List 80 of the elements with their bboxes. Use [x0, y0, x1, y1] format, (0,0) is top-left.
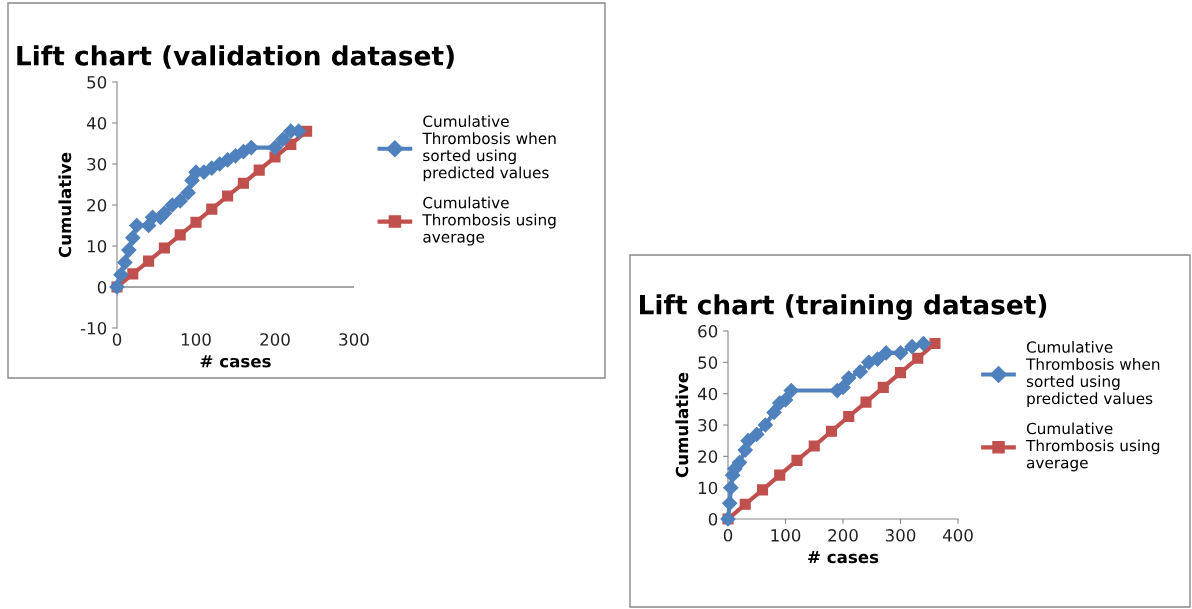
x-axis-title: # cases [808, 551, 879, 564]
y-tick-label: -10 [80, 321, 107, 335]
point [757, 417, 773, 433]
point [237, 177, 249, 189]
point [180, 185, 196, 201]
x-tick-label: 0 [723, 529, 733, 542]
point [723, 480, 739, 496]
point [267, 140, 283, 156]
point [894, 367, 907, 379]
x-tick-label: 100 [181, 333, 211, 346]
point [172, 193, 188, 209]
y-tick-label: 50 [87, 75, 107, 89]
point [190, 216, 202, 228]
point [860, 396, 872, 408]
chart-title: Lift chart (validation dataset) [17, 45, 454, 69]
point [877, 381, 889, 393]
point [737, 442, 753, 458]
legend-label: Cumulative Thrombosis when sorted using predicted values [422, 115, 556, 182]
y-tick-label: 0 [97, 280, 107, 294]
y-axis-title: Cumulative [58, 152, 72, 258]
point [852, 364, 868, 380]
point [113, 267, 129, 283]
point [722, 495, 738, 511]
point [129, 217, 145, 234]
point [243, 140, 259, 156]
x-tick-label: 100 [771, 529, 801, 542]
point [878, 345, 894, 361]
point [206, 203, 218, 215]
point [740, 433, 756, 449]
y-tick-label: 40 [86, 116, 107, 130]
point [749, 426, 765, 442]
point [222, 190, 234, 202]
y-tick-label: 30 [698, 418, 718, 432]
y-tick-label: 50 [698, 356, 718, 369]
point [127, 268, 139, 280]
point [766, 404, 782, 421]
point [783, 382, 799, 399]
y-tick-label: 0 [708, 512, 718, 526]
point [912, 352, 924, 364]
point [904, 339, 920, 355]
point [143, 255, 155, 267]
point [808, 440, 820, 452]
point [253, 164, 265, 176]
point [841, 370, 857, 386]
y-axis-title: Cumulative [675, 372, 689, 478]
point [869, 351, 886, 367]
point [174, 229, 186, 241]
x-tick-label: 200 [260, 333, 290, 346]
legend-label: Cumulative Thrombosis using average [1025, 422, 1160, 472]
x-tick-label: 300 [339, 333, 369, 346]
y-tick-label: 20 [87, 198, 107, 212]
y-tick-label: 30 [87, 157, 107, 171]
y-tick-label: 10 [698, 481, 718, 495]
x-tick-label: 400 [942, 529, 973, 542]
point [929, 337, 941, 350]
point [158, 242, 170, 254]
legend-label: Cumulative Thrombosis using average [422, 196, 556, 246]
point [825, 425, 838, 437]
point [117, 254, 133, 270]
point [275, 131, 291, 147]
point [121, 242, 137, 258]
x-tick-label: 300 [885, 529, 916, 542]
point [843, 410, 855, 423]
point [915, 335, 932, 352]
x-tick-label: 200 [828, 529, 858, 542]
chart-title: Lift chart (training dataset) [640, 294, 1047, 321]
y-tick-label: 40 [697, 387, 718, 401]
x-axis-title: # cases [200, 355, 271, 368]
point [774, 469, 786, 481]
point [756, 484, 769, 496]
point [791, 454, 803, 466]
point [739, 498, 751, 510]
point [156, 205, 172, 221]
point [892, 345, 909, 361]
y-tick-label: 10 [87, 239, 107, 253]
y-tick-label: 20 [698, 450, 718, 463]
x-tick-label: 0 [112, 333, 122, 346]
point [125, 230, 141, 246]
y-tick-label: 60 [698, 324, 718, 338]
legend-label: Cumulative Thrombosis when sorted using predicted values [1025, 341, 1160, 408]
